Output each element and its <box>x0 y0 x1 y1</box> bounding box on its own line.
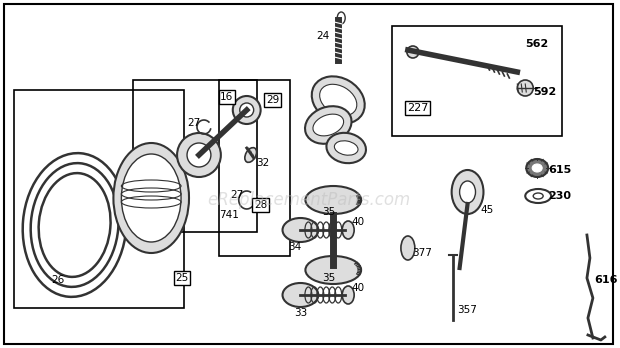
Ellipse shape <box>283 218 318 242</box>
Bar <box>219 80 291 256</box>
Text: 26: 26 <box>51 275 64 285</box>
Ellipse shape <box>532 164 542 172</box>
Bar <box>133 80 257 232</box>
Ellipse shape <box>306 256 361 284</box>
Text: 27: 27 <box>187 118 201 128</box>
Ellipse shape <box>245 148 257 163</box>
Text: 40: 40 <box>352 217 365 227</box>
Ellipse shape <box>334 141 358 155</box>
Text: 230: 230 <box>549 191 572 201</box>
Ellipse shape <box>320 84 357 116</box>
Ellipse shape <box>312 76 365 124</box>
Text: 28: 28 <box>254 200 267 210</box>
Ellipse shape <box>232 96 260 124</box>
Text: 27: 27 <box>230 190 244 200</box>
Ellipse shape <box>177 133 221 177</box>
Ellipse shape <box>313 114 343 136</box>
Bar <box>14 90 184 308</box>
Text: 35: 35 <box>322 273 335 283</box>
Text: 357: 357 <box>458 305 477 315</box>
Ellipse shape <box>240 103 254 117</box>
Ellipse shape <box>187 143 211 167</box>
Circle shape <box>407 46 419 58</box>
Text: 32: 32 <box>256 158 269 168</box>
Ellipse shape <box>342 221 354 239</box>
Ellipse shape <box>305 106 352 144</box>
Ellipse shape <box>342 286 354 304</box>
Text: 33: 33 <box>294 308 307 318</box>
Text: 25: 25 <box>175 273 188 283</box>
Ellipse shape <box>122 154 181 242</box>
Ellipse shape <box>113 143 189 253</box>
Text: 24: 24 <box>317 31 330 41</box>
Text: 616: 616 <box>594 275 618 285</box>
Ellipse shape <box>401 236 415 260</box>
Text: 592: 592 <box>534 87 557 97</box>
Text: 34: 34 <box>288 242 301 252</box>
Bar <box>392 26 562 136</box>
Text: 40: 40 <box>352 283 365 293</box>
Ellipse shape <box>533 193 543 199</box>
Text: 29: 29 <box>266 95 279 105</box>
Ellipse shape <box>459 181 476 203</box>
Ellipse shape <box>517 80 533 96</box>
Text: 741: 741 <box>219 210 239 220</box>
Text: 615: 615 <box>549 165 572 175</box>
Ellipse shape <box>326 133 366 163</box>
Ellipse shape <box>337 12 345 24</box>
Ellipse shape <box>526 159 548 177</box>
Ellipse shape <box>283 283 318 307</box>
Text: 16: 16 <box>220 92 234 102</box>
Text: 45: 45 <box>481 205 494 215</box>
Text: 377: 377 <box>412 248 432 258</box>
Text: eReplacementParts.com: eReplacementParts.com <box>206 191 410 209</box>
Text: 562: 562 <box>526 39 549 49</box>
Text: 35: 35 <box>322 207 335 217</box>
Ellipse shape <box>525 189 551 203</box>
Ellipse shape <box>451 170 484 214</box>
Text: 227: 227 <box>407 103 428 113</box>
Ellipse shape <box>306 186 361 214</box>
